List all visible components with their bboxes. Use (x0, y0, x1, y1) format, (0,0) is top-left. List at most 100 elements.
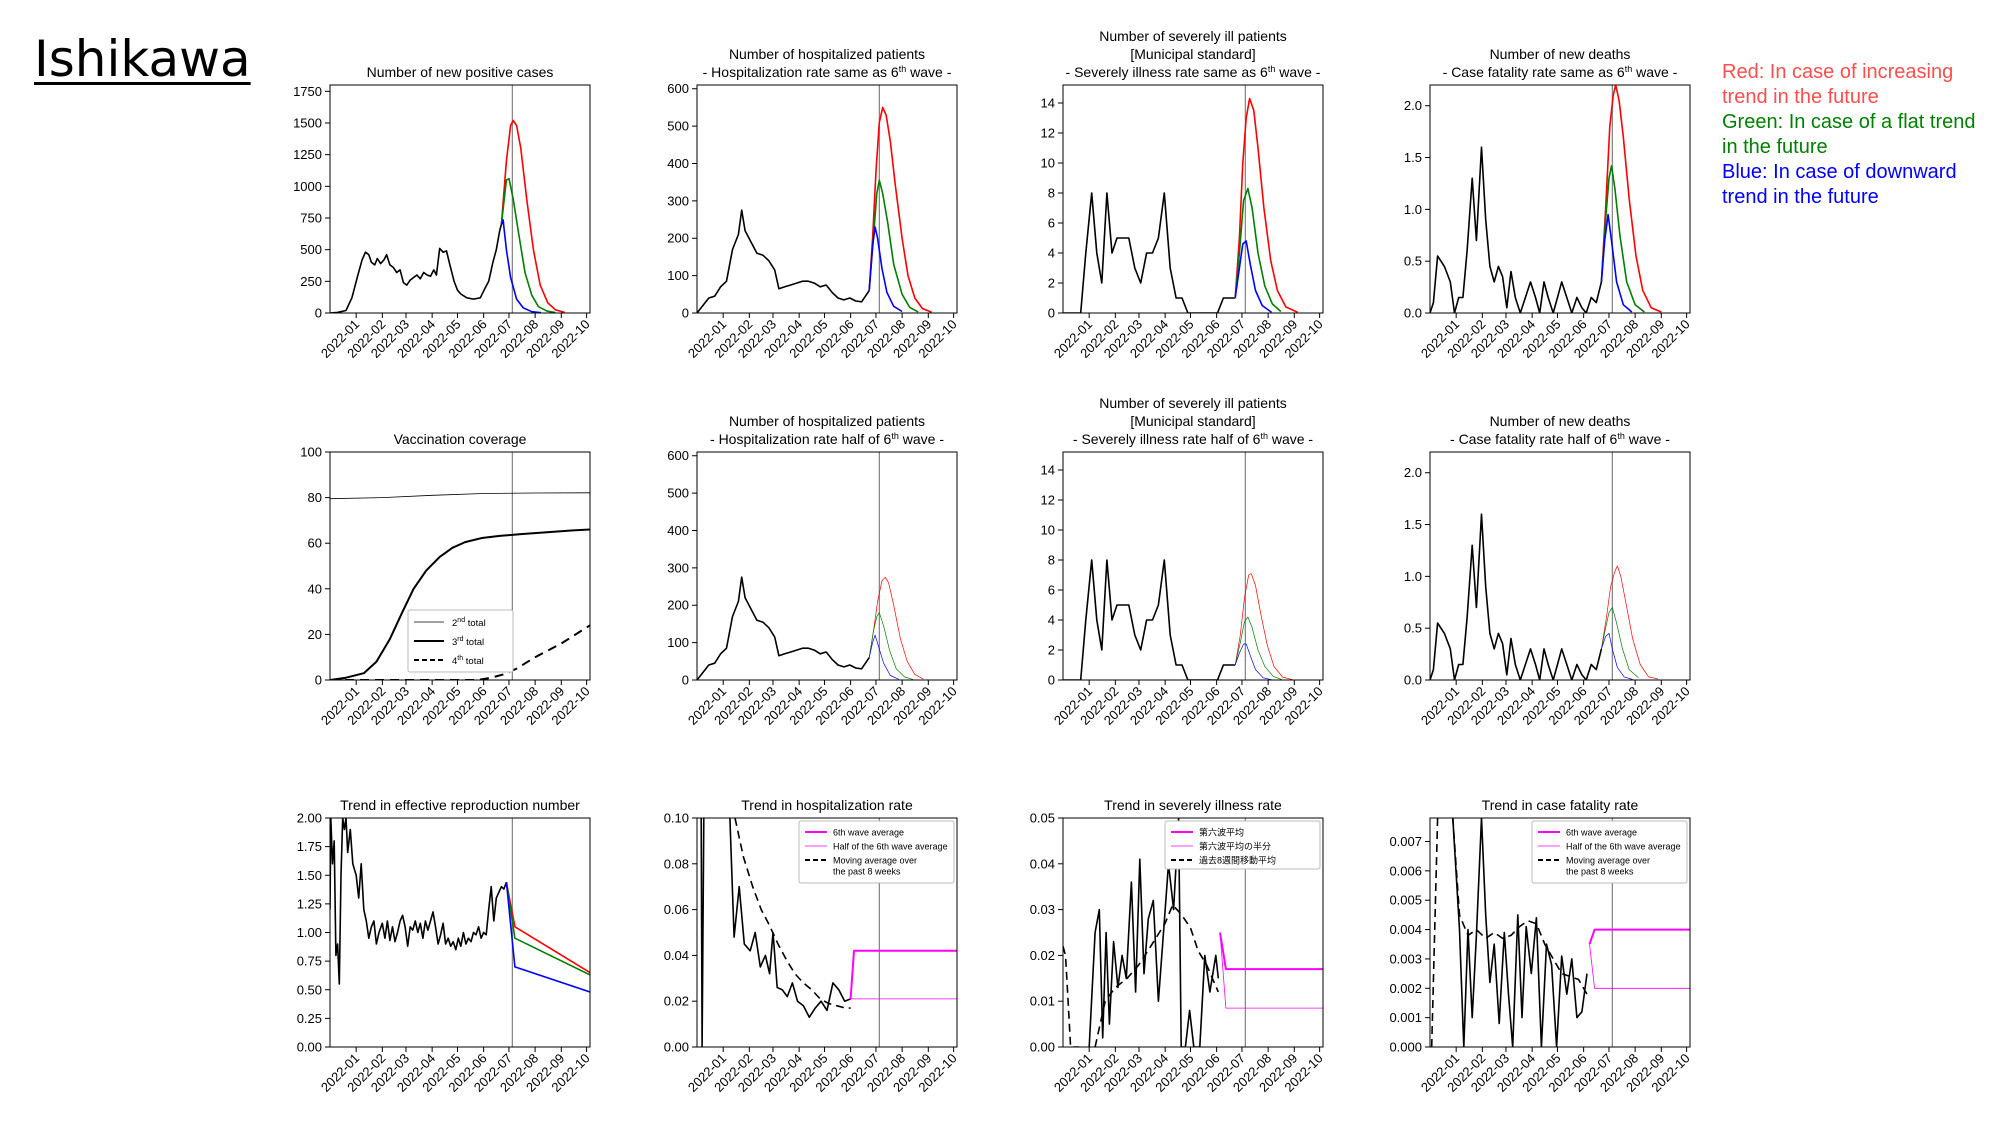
y-tick-label: 0 (1048, 673, 1055, 688)
chart-title: - Severely illness rate same as 6th wave… (1066, 64, 1321, 80)
series-group (1063, 818, 1323, 1047)
y-tick-label: 0.003 (1389, 951, 1422, 966)
series-line (1601, 633, 1633, 680)
y-tick-label: 200 (667, 598, 689, 613)
chart-severe-same: Number of severely ill patients [Municipa… (1041, 28, 1326, 361)
series-line (1234, 240, 1272, 313)
y-tick-label: 1000 (293, 179, 322, 194)
y-tick-label: 0.01 (1030, 994, 1055, 1009)
chart-title: [Municipal standard] (1130, 413, 1255, 429)
chart-title: - Hospitalization rate same as 6th wave … (703, 64, 952, 80)
series-group (700, 818, 957, 1047)
y-tick-label: 0.001 (1389, 1010, 1422, 1025)
y-tick-label: 200 (667, 231, 689, 246)
series-group (1430, 513, 1658, 680)
chart-title: Vaccination coverage (394, 431, 527, 447)
chart-title: Trend in hospitalization rate (741, 797, 913, 813)
series-line (1219, 932, 1323, 971)
series-line (697, 576, 870, 680)
legend-label: the past 8 weeks (833, 867, 901, 877)
legend-label: 4th total (452, 655, 484, 667)
y-tick-label: 1.0 (1404, 202, 1422, 217)
y-tick-label: 0.08 (664, 856, 689, 871)
series-group (1430, 818, 1690, 1047)
y-tick-label: 500 (300, 242, 322, 257)
series-line (1588, 928, 1690, 945)
series-line (1601, 607, 1639, 679)
y-tick-label: 1250 (293, 147, 322, 162)
chart-title: Trend in effective reproduction number (340, 797, 580, 813)
y-tick-label: 0.02 (1030, 948, 1055, 963)
chart-severe-half: Number of severely ill patients [Municipa… (1041, 395, 1326, 728)
y-tick-label: 6 (1048, 583, 1055, 598)
series-line (868, 576, 924, 680)
series-line (1234, 573, 1293, 680)
series-line (1430, 146, 1603, 313)
series-line (729, 818, 851, 1018)
y-tick-label: 0.00 (1030, 1040, 1055, 1055)
y-tick-label: 400 (667, 523, 689, 538)
page-title: Ishikawa (34, 30, 251, 88)
legend-label: Moving average over (833, 856, 917, 866)
series-group (330, 119, 565, 313)
y-tick-label: 0.10 (664, 811, 689, 826)
plot-frame (329, 817, 591, 1048)
y-tick-label: 100 (667, 268, 689, 283)
legend-note-blue: Blue: In case of downward trend in the f… (1722, 161, 1957, 208)
plot-frame (1429, 451, 1691, 681)
y-tick-label: 0.04 (664, 948, 689, 963)
y-tick-label: 8 (1048, 186, 1055, 201)
y-tick-label: 0.005 (1389, 893, 1422, 908)
chart-cfr: Trend in case fatality rate 0.000 0.001 0.0… (1389, 797, 1692, 1095)
chart-title: Number of hospitalized patients (729, 46, 925, 62)
chart-title: Number of severely ill patients (1099, 28, 1287, 44)
legend-label: 過去8週間移動平均 (1199, 855, 1276, 866)
y-tick-label: 0.06 (664, 902, 689, 917)
y-tick-label: 14 (1041, 96, 1055, 111)
y-tick-label: 1.25 (297, 896, 322, 911)
y-tick-label: 500 (667, 119, 689, 134)
series-line (1600, 213, 1633, 313)
chart-title: Number of new deaths (1490, 46, 1631, 62)
series-group (697, 576, 924, 680)
scenario-color-legend: Red: In case of increasing trend in the … (1722, 60, 1992, 210)
series-line (330, 818, 508, 985)
series-line (1063, 559, 1236, 680)
series-line (868, 106, 933, 313)
y-tick-label: 1500 (293, 116, 322, 131)
y-tick-label: 600 (667, 448, 689, 463)
y-tick-label: 4 (1048, 246, 1055, 261)
chart-title: - Case fatality rate half of 6th wave - (1450, 431, 1670, 447)
plot-frame (329, 451, 591, 681)
y-tick-label: 0.05 (1030, 811, 1055, 826)
legend-box (1164, 820, 1321, 870)
y-tick-label: 0.50 (297, 982, 322, 997)
chart-vaccination: Vaccination coverage0204060801002022-012… (300, 431, 592, 728)
y-tick-label: 2.0 (1404, 98, 1422, 113)
y-tick-label: 1.50 (297, 868, 322, 883)
y-tick-label: 0 (682, 306, 689, 321)
chart-title: - Hospitalization rate half of 6th wave … (710, 431, 944, 447)
chart-title: - Severely illness rate half of 6th wave… (1073, 431, 1314, 447)
y-tick-label: 2.00 (297, 811, 322, 826)
y-tick-label: 0.004 (1389, 922, 1422, 937)
series-line (500, 219, 542, 313)
y-tick-label: 2 (1048, 276, 1055, 291)
series-line (505, 881, 590, 976)
plot-frame (1062, 84, 1324, 314)
chart-title: Trend in case fatality rate (1482, 797, 1639, 813)
series-group (330, 818, 590, 993)
chart-hosp-rate: Trend in hospitalization rate 0.00 0.02 0.0… (664, 797, 960, 1095)
series-line (1234, 187, 1282, 313)
y-tick-label: 400 (667, 156, 689, 171)
series-group (1063, 559, 1293, 680)
series-line (500, 119, 565, 313)
y-tick-label: 1750 (293, 84, 322, 99)
chart-title: Number of new deaths (1490, 413, 1631, 429)
y-tick-label: 2.0 (1404, 465, 1422, 480)
y-tick-label: 0.04 (1030, 856, 1055, 871)
y-tick-label: 0.002 (1389, 981, 1422, 996)
y-tick-label: 0.007 (1389, 834, 1422, 849)
y-tick-label: 600 (667, 81, 689, 96)
